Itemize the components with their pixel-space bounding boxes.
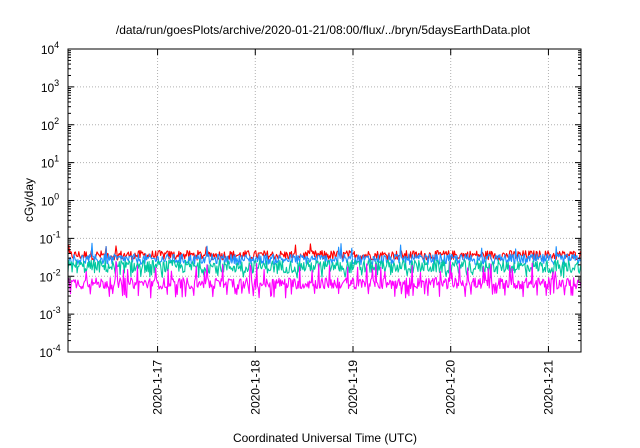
x-tick-label: 2020-1-20 [444,360,458,415]
y-tick-label: 10-3 [39,305,60,322]
y-tick-label: 104 [41,40,59,57]
series-line [67,259,582,279]
x-tick-label: 2020-1-19 [346,360,360,415]
series-line [67,242,582,266]
grid-lines [68,49,581,352]
y-tick-label: 10-1 [39,229,60,246]
y-axis: 10-4 10-3 10-2 10-1 100 101 102 103 104 [39,40,581,360]
x-tick-label: 2020-1-21 [541,360,555,415]
x-tick-label: 2020-1-17 [151,360,165,415]
data-series-group [67,242,582,299]
y-tick-label: 10-4 [39,343,60,360]
y-tick-label: 100 [41,192,59,209]
x-tick-label: 2020-1-18 [248,360,262,415]
plot-frame [67,48,582,353]
series-line [67,261,582,299]
chart-title: /data/run/goesPlots/archive/2020-01-21/0… [116,23,531,37]
y-tick-label: 101 [41,154,59,171]
x-axis: 2020-1-17 2020-1-18 2020-1-19 2020-1-20 2020… [151,49,555,415]
y-tick-label: 103 [41,78,59,95]
y-tick-label: 102 [41,116,59,133]
x-axis-label: Coordinated Universal Time (UTC) [233,431,417,445]
y-tick-label: 10-2 [39,267,60,284]
y-axis-label: cGy/day [22,178,36,222]
